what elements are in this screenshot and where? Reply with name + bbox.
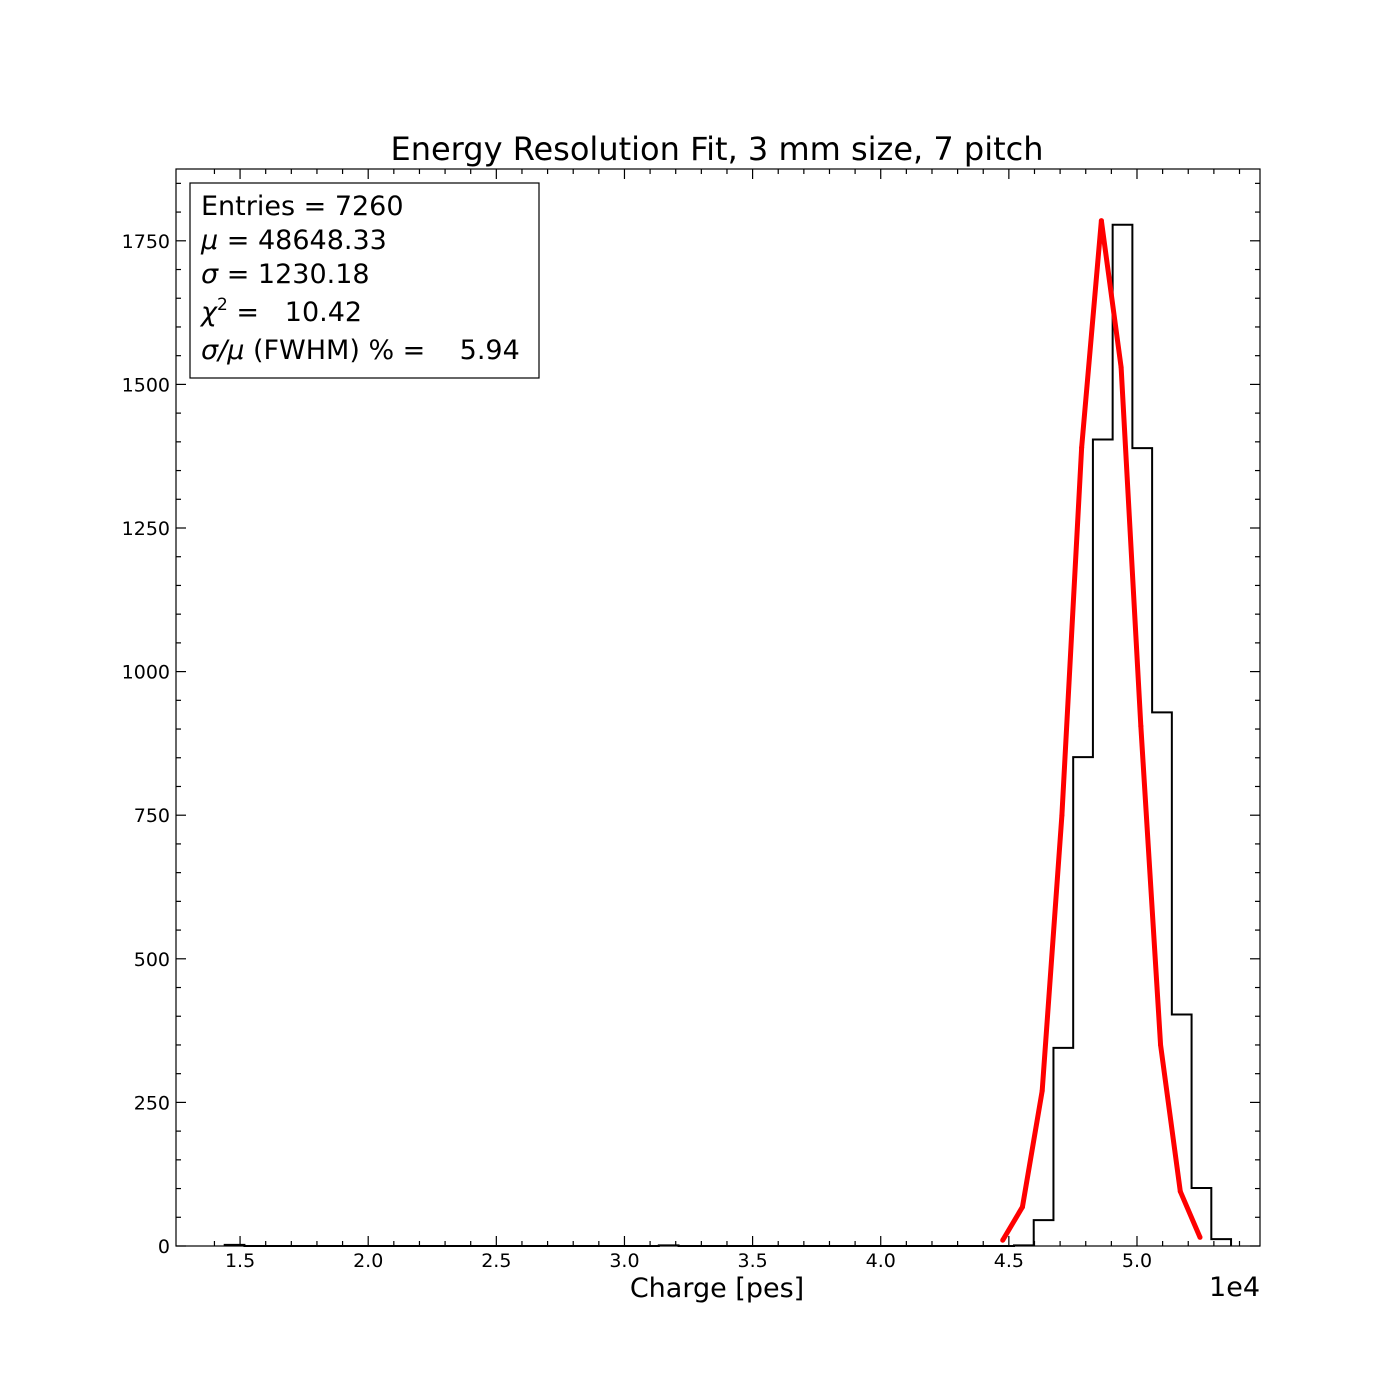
- fit-point: [1059, 812, 1065, 818]
- y-tick-label: 1750: [122, 231, 170, 253]
- fit-point: [1197, 1234, 1203, 1240]
- fit-point: [1039, 1088, 1045, 1094]
- x-tick-label: 5.0: [1122, 1250, 1152, 1272]
- fit-point: [1138, 723, 1144, 729]
- y-axis: 0 250 500 750 1000 1250 1500 1750: [122, 182, 1260, 1258]
- fit-points: [1000, 218, 1203, 1243]
- fit-point: [1177, 1188, 1183, 1194]
- y-tick-label: 500: [134, 949, 170, 971]
- x-tick-label: 2.0: [353, 1250, 383, 1272]
- stats-entries: Entries = 7260: [201, 191, 404, 222]
- y-tick-label: 250: [134, 1092, 170, 1114]
- y-tick-label: 1500: [122, 374, 170, 396]
- plot-frame: [175, 168, 1261, 1247]
- stats-chi2: χ2 = 10.42: [199, 295, 362, 328]
- fit-point: [1158, 1042, 1164, 1048]
- stats-sigma: σ = 1230.18: [201, 259, 370, 290]
- fit-statistics-box: Entries = 7260 μ = 48648.33 σ = 1230.18 …: [189, 182, 540, 379]
- x-axis-offset-label: 1e4: [1209, 1272, 1260, 1303]
- x-axis: 1.5 2.0 2.5 3.0 3.5 4.0 4.5 5.0: [213, 169, 1241, 1272]
- x-tick-label: 3.0: [609, 1250, 639, 1272]
- y-tick-label: 0: [158, 1236, 170, 1258]
- chart-title: Energy Resolution Fit, 3 mm size, 7 pitc…: [390, 130, 1043, 168]
- stats-resolution: σ/μ (FWHM) % = 5.94: [201, 335, 520, 366]
- y-tick-label: 750: [134, 805, 170, 827]
- x-tick-label: 4.0: [866, 1250, 896, 1272]
- x-tick-label: 3.5: [737, 1250, 767, 1272]
- stats-box-frame: [189, 182, 540, 379]
- fit-point: [1098, 218, 1104, 224]
- x-tick-label: 2.5: [481, 1250, 511, 1272]
- fit-point: [1079, 445, 1085, 451]
- y-tick-label: 1250: [122, 518, 170, 540]
- stats-mean: μ = 48648.33: [200, 225, 387, 256]
- fit-point: [1000, 1237, 1006, 1243]
- fit-point: [1118, 364, 1124, 370]
- gaussian-fit-line: [1000, 218, 1203, 1242]
- x-axis-label: Charge [pes]: [630, 1273, 804, 1304]
- x-tick-label: 4.5: [994, 1250, 1024, 1272]
- fit-point: [1019, 1204, 1025, 1210]
- x-tick-label: 1.5: [225, 1250, 255, 1272]
- y-tick-label: 1000: [122, 662, 170, 684]
